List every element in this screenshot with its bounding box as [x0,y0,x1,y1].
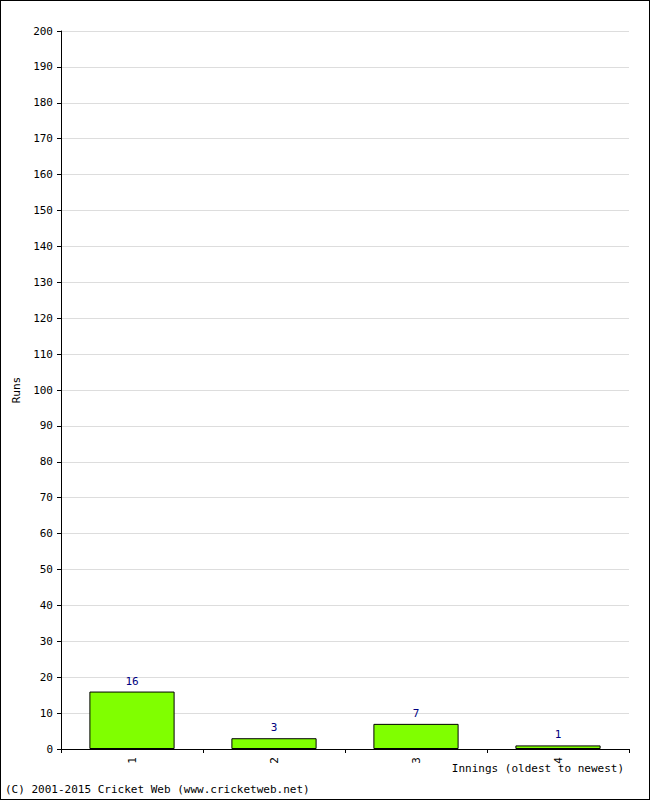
svg-text:16: 16 [125,675,138,688]
svg-text:40: 40 [40,599,53,612]
svg-text:70: 70 [40,491,53,504]
svg-text:120: 120 [33,312,53,325]
svg-text:3: 3 [410,757,423,764]
svg-text:180: 180 [33,96,53,109]
svg-text:50: 50 [40,563,53,576]
svg-text:1: 1 [555,728,562,741]
svg-text:140: 140 [33,240,53,253]
svg-text:60: 60 [40,527,53,540]
svg-text:190: 190 [33,60,53,73]
svg-text:200: 200 [33,25,53,38]
svg-text:100: 100 [33,384,53,397]
svg-text:150: 150 [33,204,53,217]
svg-text:80: 80 [40,455,53,468]
svg-text:0: 0 [46,743,53,756]
svg-text:2: 2 [268,757,281,764]
svg-text:20: 20 [40,671,53,684]
svg-text:1: 1 [126,757,139,764]
svg-text:10: 10 [40,707,53,720]
svg-text:130: 130 [33,276,53,289]
svg-text:160: 160 [33,168,53,181]
svg-text:(C) 2001-2015 Cricket Web (www: (C) 2001-2015 Cricket Web (www.cricketwe… [5,783,310,796]
svg-text:90: 90 [40,419,53,432]
svg-text:Innings (oldest to newest): Innings (oldest to newest) [452,762,624,775]
svg-text:110: 110 [33,348,53,361]
svg-text:170: 170 [33,132,53,145]
svg-text:4: 4 [551,757,565,764]
svg-text:30: 30 [40,635,53,648]
svg-text:Runs: Runs [10,377,23,404]
svg-text:3: 3 [271,721,278,734]
svg-text:7: 7 [413,707,420,720]
